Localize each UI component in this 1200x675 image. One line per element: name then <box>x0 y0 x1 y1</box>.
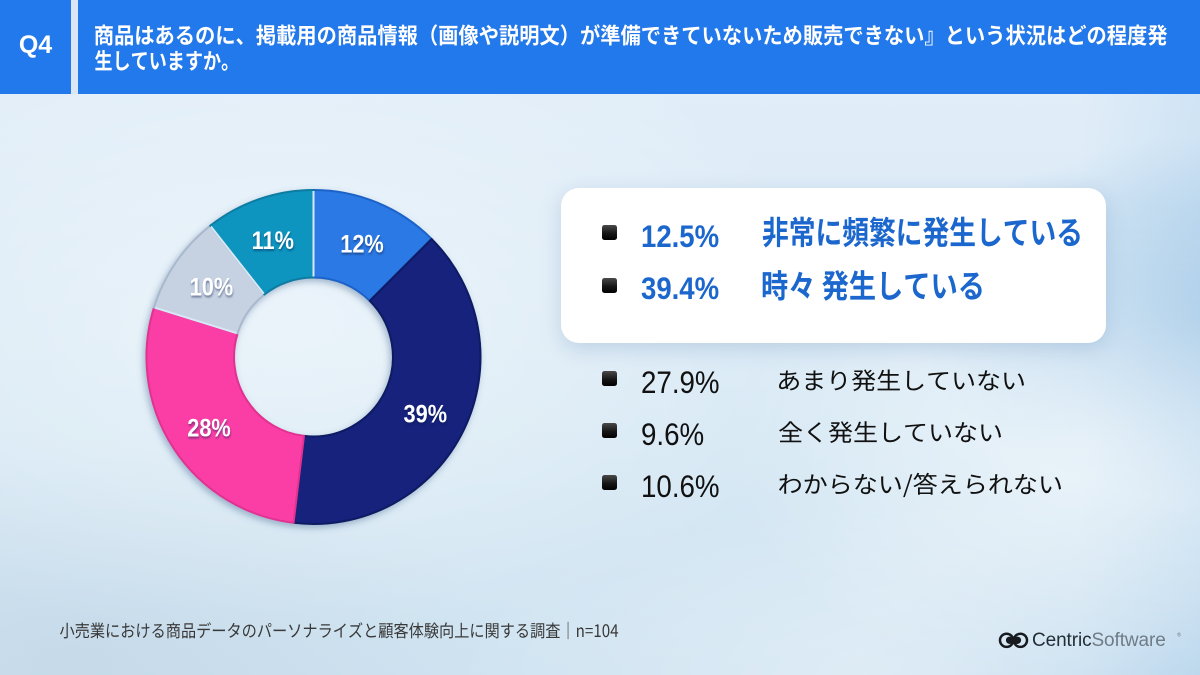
svg-text:27.9%: 27.9% <box>641 366 720 401</box>
svg-text:39.4%: 39.4% <box>641 272 719 307</box>
svg-text:10%: 10% <box>190 273 234 301</box>
svg-text:11%: 11% <box>252 226 294 254</box>
svg-text:12.5%: 12.5% <box>641 219 719 254</box>
svg-text:®: ® <box>1177 632 1181 639</box>
svg-text:CentricSoftware: CentricSoftware <box>1032 630 1166 651</box>
svg-text:10.6%: 10.6% <box>641 469 720 504</box>
svg-text:28%: 28% <box>187 414 231 442</box>
svg-text:12%: 12% <box>340 230 384 258</box>
svg-text:39%: 39% <box>404 400 448 428</box>
svg-text:9.6%: 9.6% <box>641 417 704 452</box>
